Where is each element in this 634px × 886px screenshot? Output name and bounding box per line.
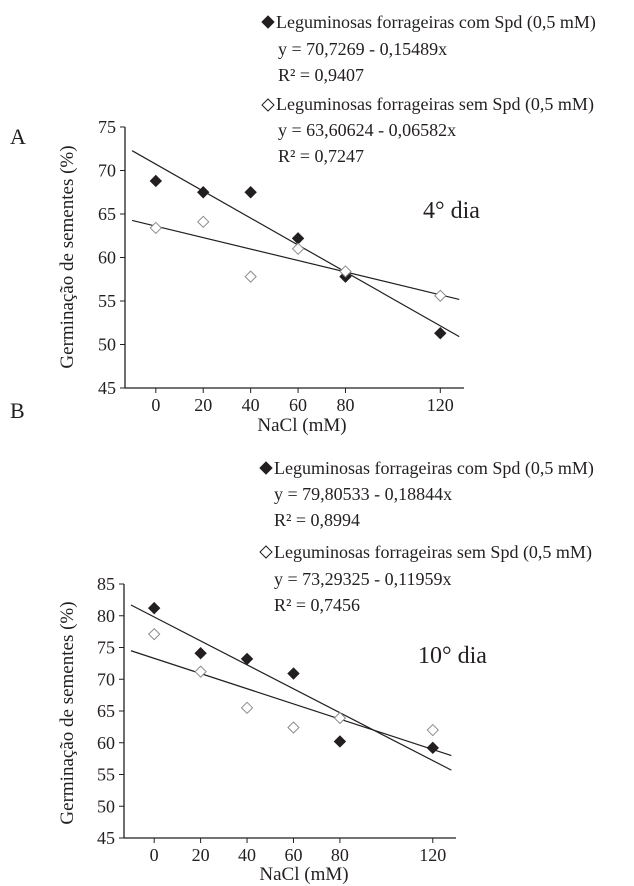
legend-b-series-2-r2: R² = 0,7456: [274, 595, 360, 615]
panel-a-y-tick-label: 70: [98, 161, 116, 181]
panel-a-series-1-point: [149, 174, 163, 188]
panel-a-day-annotation: 4° dia: [423, 198, 480, 224]
plot-b: 45 50 55 60 65 70 75 80 85 0 20 40 60 80 120: [97, 574, 456, 865]
legend-a-filled-diamond-marker: [261, 15, 275, 29]
panel-a-series-1-point: [197, 186, 210, 199]
panel-b-y-axis-title: Germinação de sementes (%): [57, 601, 78, 824]
panel-b: B Leguminosas forrageiras com Spd (0,5 m…: [10, 398, 594, 885]
panel-a-series-2-point: [434, 289, 447, 302]
panel-a-x-tick-label: 80: [336, 395, 354, 415]
legend-b-open-diamond-marker: [259, 545, 273, 559]
legend-a: Leguminosas forrageiras com Spd (0,5 mM)…: [261, 12, 596, 166]
panel-a-y-tick-label: 65: [98, 204, 116, 224]
panel-b-y-tick-label: 55: [97, 765, 115, 785]
panel-a-x-tick-label: 40: [242, 395, 260, 415]
panel-b-day-annotation: 10° dia: [418, 643, 487, 669]
panel-b-series-2-point: [287, 721, 300, 734]
panel-b-x-tick-label: 0: [150, 845, 159, 865]
panel-a-y-tick-label: 55: [98, 291, 116, 311]
panel-a-x-tick-label: 20: [194, 395, 212, 415]
panel-b-x-tick-label: 20: [192, 845, 210, 865]
panel-b-series-2-point: [426, 723, 439, 737]
panel-a-y-tick-label: 45: [98, 378, 116, 398]
panel-b-series-2-point: [194, 665, 207, 678]
panel-b-series-1-trend-line: [130, 604, 452, 771]
panel-a-letter: A: [10, 124, 26, 149]
legend-b-series-2-name: Leguminosas forrageiras sem Spd (0,5 mM): [274, 542, 592, 563]
panel-a-y-axis-title: Germinação de sementes (%): [57, 145, 78, 368]
legend-b-series-1-equation: y = 79,80533 - 0,18844x: [274, 484, 452, 504]
legend-b-filled-diamond-marker: [259, 461, 273, 475]
panel-b-y-tick-label: 45: [97, 828, 115, 848]
panel-a-x-axis-title: NaCl (mM): [257, 415, 346, 436]
panel-a-series-2-point: [197, 215, 210, 229]
panel-a-series-2-trend-line: [131, 219, 460, 301]
panel-b-x-tick-label: 80: [331, 845, 349, 865]
panel-b-series-1-point: [240, 652, 254, 666]
panel-a-x-tick-label: 0: [151, 395, 160, 415]
panel-b-y-tick-label: 75: [97, 638, 115, 658]
panel-a-series-2-point: [244, 270, 257, 283]
panel-b-series-1-point: [287, 667, 300, 680]
panel-b-y-tick-label: 65: [97, 701, 115, 721]
panel-a-x-tick-label: 120: [427, 395, 454, 415]
panel-b-series-1-point: [333, 735, 347, 748]
panel-a-y-tick-label: 50: [98, 335, 116, 355]
panel-b-x-axis-title: NaCl (mM): [259, 864, 348, 885]
legend-a-series-1-equation: y = 70,7269 - 0,15489x: [278, 39, 447, 59]
legend-a-series-1-r2: R² = 0,9407: [278, 65, 364, 85]
panel-a-series-1-trend-line: [131, 150, 460, 338]
panel-b-series-1-point: [194, 647, 207, 660]
plot-a: 45 50 55 60 65 70 75 0 20 40 60 80 120: [98, 117, 464, 415]
panel-b-x-tick-label: 60: [284, 845, 302, 865]
panel-a-series-2-point: [149, 221, 163, 235]
panel-a-series-2-point: [339, 265, 352, 278]
panel-a-series-1-point: [244, 186, 257, 199]
legend-a-series-2-name: Leguminosas forrageiras sem Spd (0,5 mM): [276, 94, 594, 115]
panel-b-series-2-point: [333, 711, 347, 725]
panel-a-y-tick-label: 60: [98, 248, 116, 268]
legend-b-series-1-r2: R² = 0,8994: [274, 510, 360, 530]
panel-b-series-2-point: [147, 627, 161, 641]
panel-b-series-1-point: [426, 741, 439, 755]
panel-a-series-1-point: [434, 326, 447, 340]
panel-b-letter: B: [10, 398, 25, 423]
legend-b-series-1-name: Leguminosas forrageiras com Spd (0,5 mM): [274, 458, 594, 479]
legend-b: Leguminosas forrageiras com Spd (0,5 mM)…: [259, 458, 594, 615]
panel-b-y-tick-label: 80: [97, 606, 115, 626]
legend-a-series-1-name: Leguminosas forrageiras com Spd (0,5 mM): [276, 12, 596, 33]
panel-a: A Leguminosas forrageiras com Spd (0,5 m…: [10, 12, 596, 436]
panel-a-y-tick-label: 75: [98, 117, 116, 137]
panel-a-x-tick-label: 60: [289, 395, 307, 415]
legend-a-series-2-equation: y = 63,60624 - 0,06582x: [278, 120, 456, 140]
panel-b-series-2-trend-line: [130, 650, 452, 757]
panel-b-y-tick-label: 50: [97, 796, 115, 816]
panel-a-series-2-point: [291, 242, 305, 256]
legend-a-open-diamond-marker: [261, 98, 275, 112]
panel-b-y-tick-label: 70: [97, 669, 115, 689]
panel-b-y-tick-label: 85: [97, 574, 115, 594]
panel-b-x-tick-label: 120: [419, 845, 446, 865]
legend-a-series-2-r2: R² = 0,7247: [278, 146, 364, 166]
panel-b-series-2-point: [240, 701, 254, 715]
panel-b-y-tick-label: 60: [97, 733, 115, 753]
legend-b-series-2-equation: y = 73,29325 - 0,11959x: [274, 569, 451, 589]
panel-b-series-1-point: [147, 601, 161, 615]
panel-b-x-tick-label: 40: [238, 845, 256, 865]
